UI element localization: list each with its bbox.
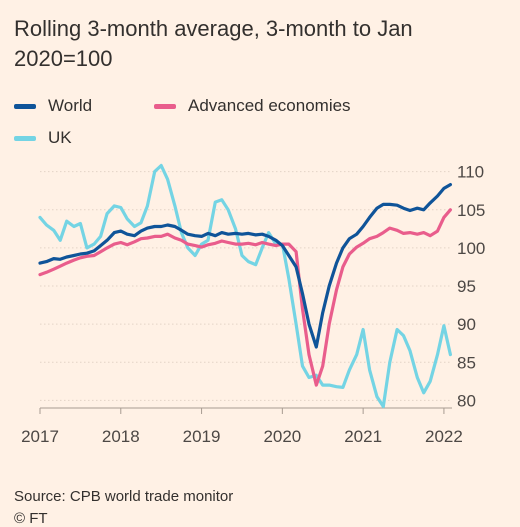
series-line-world — [38, 183, 452, 349]
source-note: Source: CPB world trade monitor — [14, 488, 234, 505]
y-tick-label-85: 85 — [457, 353, 476, 372]
legend-item-uk: UK — [14, 128, 72, 148]
y-tick-label-95: 95 — [457, 277, 476, 296]
legend-label-world: World — [48, 96, 93, 115]
y-tick-label-90: 90 — [457, 315, 476, 334]
series-line-uk — [38, 163, 452, 409]
legend-item-world: World — [14, 96, 92, 116]
y-tick-label-105: 105 — [457, 201, 485, 220]
legend-label-uk: UK — [48, 128, 72, 147]
series-line-advanced-economies — [38, 208, 452, 387]
legend-item-advanced-economies: Advanced economies — [154, 96, 351, 116]
x-tick-label-2018: 2018 — [102, 427, 140, 446]
legend-swatch-advanced-economies — [154, 103, 176, 109]
x-tick-label-2022: 2022 — [425, 427, 463, 446]
x-tick-label-2020: 2020 — [263, 427, 301, 446]
y-tick-label-110: 110 — [457, 163, 484, 182]
x-tick-label-2021: 2021 — [344, 427, 382, 446]
line-chart: 80 85 90 95 100 105 110 2017 2018 2019 2020 2021 202… — [21, 163, 485, 446]
legend-label-advanced-economies: Advanced economies — [188, 96, 351, 115]
legend: World Advanced economies UK — [14, 96, 514, 156]
legend-swatch-uk — [14, 135, 36, 141]
y-tick-label-80: 80 — [457, 391, 476, 410]
x-tick-label-2019: 2019 — [183, 427, 221, 446]
legend-swatch-world — [14, 103, 36, 109]
chart-title: Rolling 3-month average, 3-month to Jan … — [14, 16, 413, 71]
y-tick-label-100: 100 — [457, 239, 485, 258]
ft-credit: © FT — [14, 510, 48, 527]
x-tick-label-2017: 2017 — [21, 427, 59, 446]
